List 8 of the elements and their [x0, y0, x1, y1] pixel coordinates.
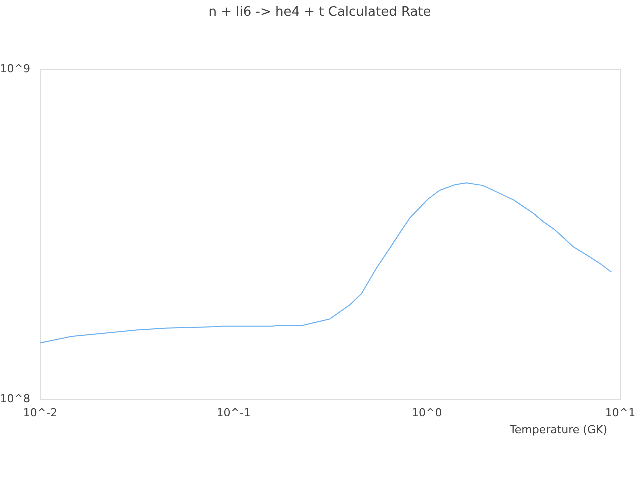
x-axis-title: Temperature (GK) — [509, 424, 608, 436]
x-tick-label: 10^-1 — [216, 406, 251, 420]
y-tick-label: 10^9 — [0, 62, 30, 76]
chart-title: n + li6 -> he4 + t Calculated Rate — [208, 5, 432, 20]
x-tick-label: 10^-2 — [23, 406, 58, 420]
x-tick-label: 10^0 — [412, 406, 442, 420]
y-tick-label: 10^8 — [0, 392, 30, 406]
x-tick-label: 10^1 — [605, 406, 636, 420]
